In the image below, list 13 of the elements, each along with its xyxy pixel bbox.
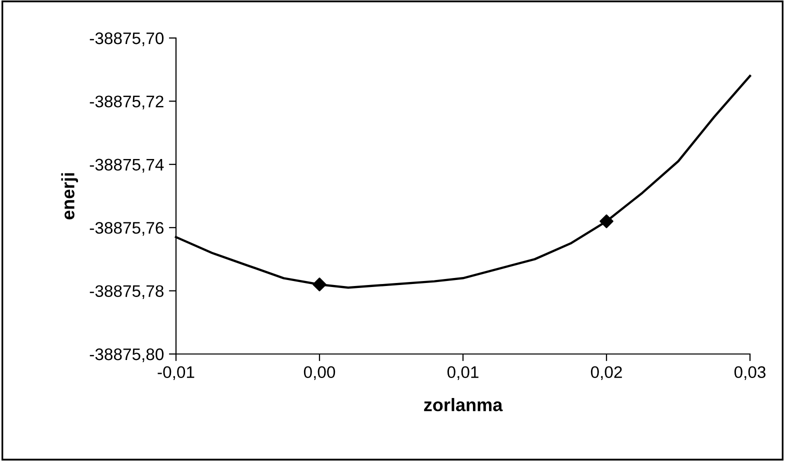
y-tick-label: -38875,76	[90, 222, 164, 236]
x-axis-title: zorlanma	[424, 398, 503, 412]
y-tick-label: -38875,78	[90, 285, 164, 299]
x-tick-label: 0,00	[304, 366, 336, 380]
y-tick-label: -38875,74	[90, 158, 164, 173]
x-tick-label: 0,02	[590, 366, 622, 380]
x-tick-label: 0,01	[447, 366, 478, 380]
y-tick-label: -38875,80	[90, 348, 164, 362]
y-tick-label: -38875,70	[90, 32, 164, 46]
y-axis-title: enerji	[61, 173, 78, 220]
x-tick-label: 0,03	[734, 366, 766, 380]
x-tick-label: -0,01	[158, 366, 194, 380]
y-tick-label: -38875,72	[90, 96, 164, 110]
